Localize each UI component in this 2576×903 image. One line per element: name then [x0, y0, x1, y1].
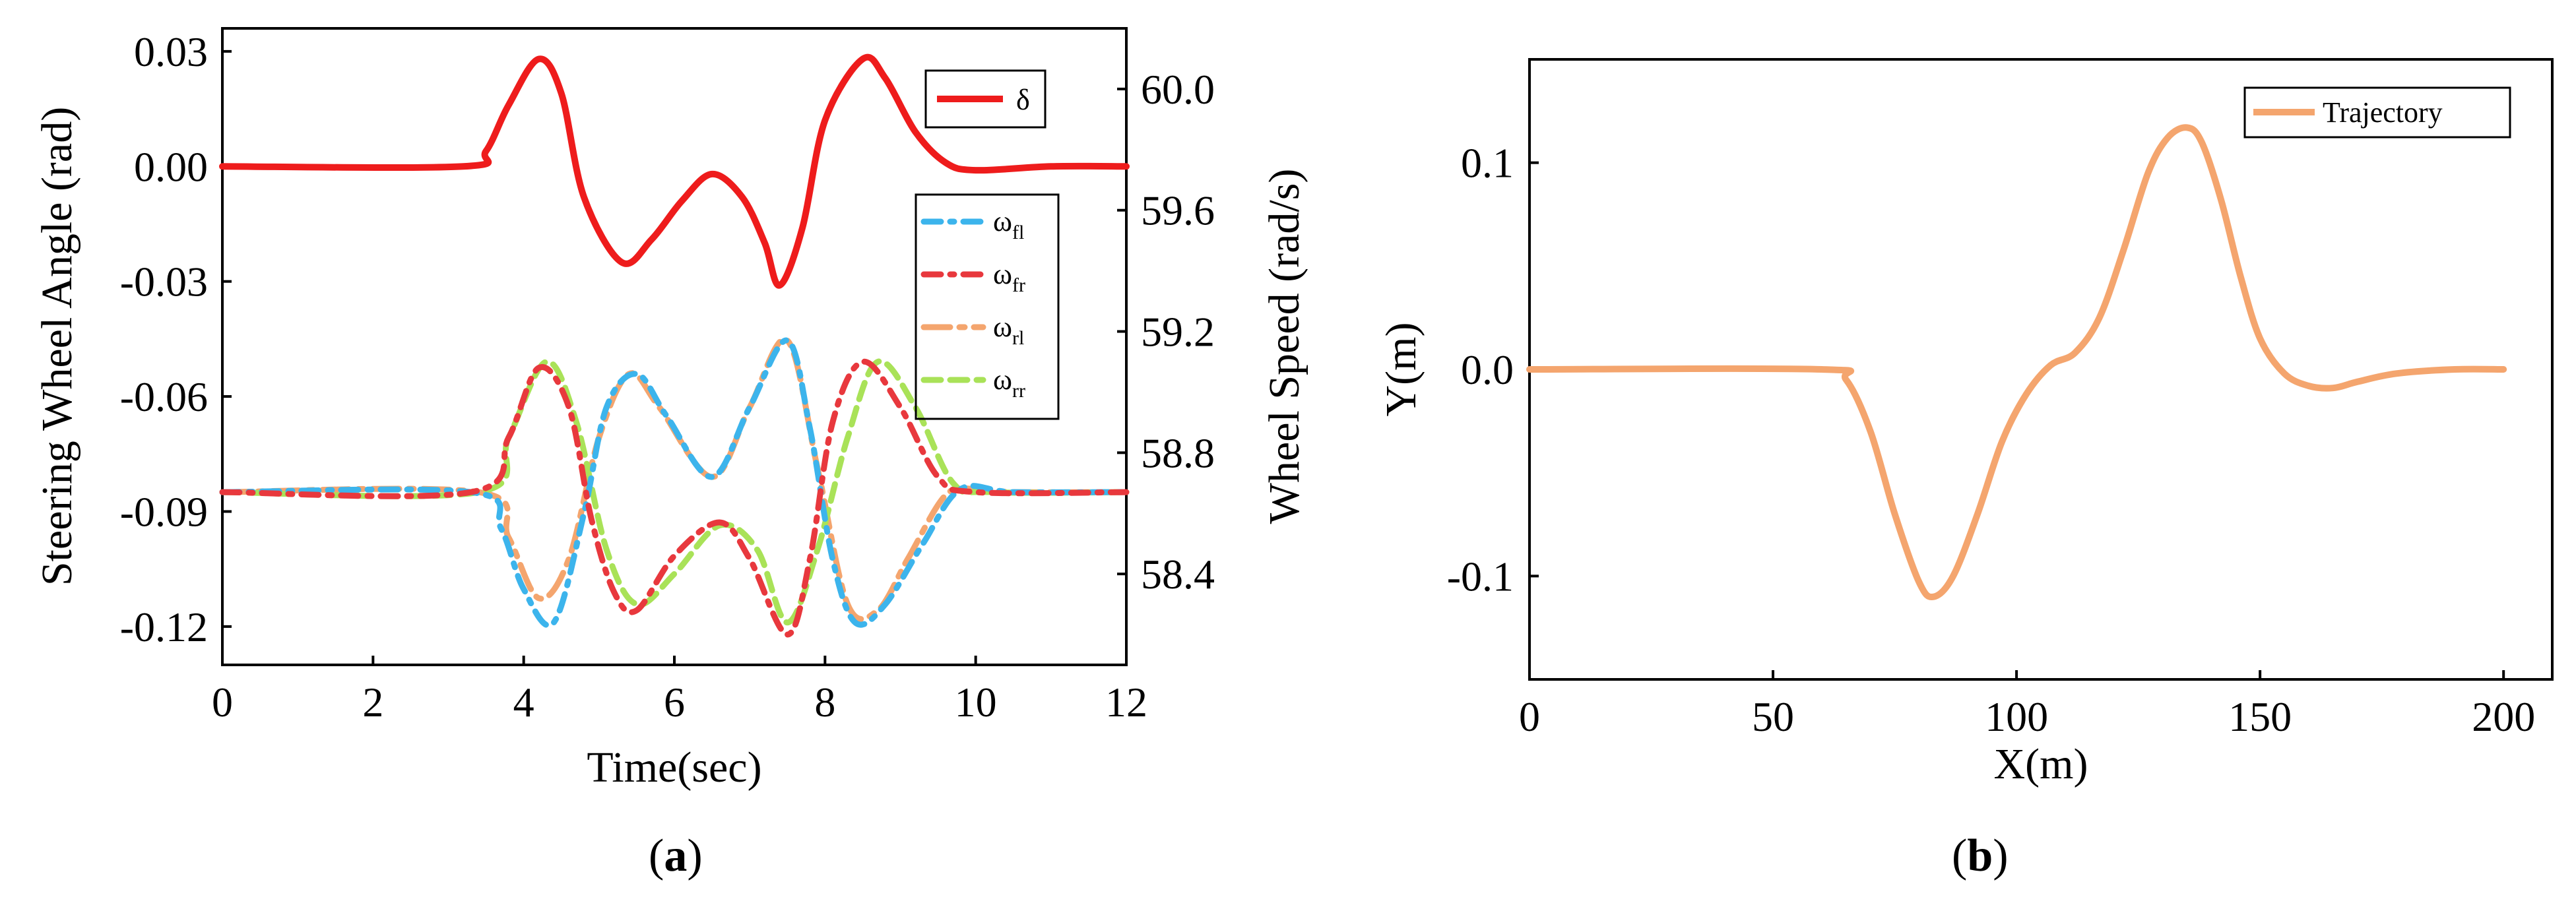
- chart-a-y2tick-label: 58.8: [1141, 429, 1215, 476]
- chart-a-legend-label: ωrr: [993, 363, 1025, 402]
- chart-a-xtick-label: 12: [1105, 679, 1147, 726]
- chart-b-legend-label-trajectory: Trajectory: [2323, 96, 2443, 129]
- chart-b-xtick-label: 100: [1985, 693, 2048, 740]
- chart-b-ticks: 0 50 100 150 200 0.1 0.0 -0.1: [1447, 140, 2536, 740]
- chart-a-legend-label: ωfr: [993, 258, 1025, 296]
- chart-a-y2tick-label: 60.0: [1141, 66, 1215, 113]
- chart-a-legend-wheels-box: [915, 193, 1060, 420]
- chart-a-xtick-label: 6: [664, 679, 685, 726]
- chart-b-xtick-label: 0: [1519, 693, 1540, 740]
- chart-a-ytick-label: -0.03: [120, 259, 208, 305]
- panel-label-a: (a): [649, 830, 703, 881]
- chart-a-ytick-label: -0.12: [120, 604, 208, 650]
- chart-a-legend-top-box: [924, 69, 1046, 129]
- chart-b-ytick-label: 0.1: [1461, 140, 1514, 187]
- chart-b-xtick-label: 50: [1752, 693, 1794, 740]
- chart-a-xtick-label: 2: [362, 679, 383, 726]
- chart-b-ytick-label: 0.0: [1461, 346, 1514, 393]
- chart-a-frame: [221, 27, 1128, 666]
- chart-a-ytick-label: -0.09: [120, 488, 208, 535]
- chart-a-ytick-label: -0.06: [120, 373, 208, 420]
- chart-a-series-line: [219, 53, 1130, 289]
- chart-b-xlabel: X(m): [1994, 740, 2088, 788]
- chart-a-xlabel: Time(sec): [587, 743, 761, 792]
- chart-b-xtick-label: 200: [2472, 693, 2535, 740]
- chart-a-ticks: 0 2 4 6 8 10 12 0.03 0.00 -0.03 -0.06 -0.09 -0.12 60.…: [120, 28, 1215, 726]
- chart-b-legend: Trajectory: [2243, 86, 2511, 139]
- chart-a-xtick-label: 10: [955, 679, 997, 726]
- panel-label-a-letter: a: [664, 830, 687, 881]
- chart-a-legend-label: ωfl: [993, 205, 1024, 243]
- chart-a-xtick-label: 4: [513, 679, 534, 726]
- chart-a-legend-label-delta: δ: [1016, 84, 1030, 116]
- chart-b-ylabel: Y(m): [1377, 323, 1425, 417]
- chart-b-series-line: [1526, 124, 2507, 601]
- chart-a-y2tick-label: 59.2: [1141, 309, 1215, 356]
- chart-a-xtick-label: 0: [212, 679, 233, 726]
- chart-a-y2tick-label: 58.4: [1141, 551, 1215, 598]
- chart-a-legend-top: δ: [924, 69, 1046, 129]
- chart-a-xtick-label: 8: [814, 679, 835, 726]
- chart-b-xtick-label: 150: [2228, 693, 2292, 740]
- chart-a-ytick-label: 0.00: [134, 143, 208, 190]
- panel-label-b-letter: b: [1967, 830, 1993, 881]
- chart-a-ytick-label: 0.03: [134, 28, 208, 75]
- chart-a: 0 2 4 6 8 10 12 0.03 0.00 -0.03 -0.06 -0.09 -0.12 60.…: [33, 27, 1308, 881]
- chart-b-series: [1526, 124, 2507, 601]
- chart-b: 0 50 100 150 200 0.1 0.0 -0.1 Trajectory X(m) Y…: [1377, 58, 2554, 881]
- chart-a-y2label: Wheel Speed (rad/s): [1260, 169, 1308, 524]
- panel-label-b: (b): [1952, 830, 2009, 881]
- chart-a-series: [219, 53, 1130, 638]
- chart-a-legend-label: ωrl: [993, 311, 1024, 349]
- chart-a-series-line: [219, 337, 1130, 629]
- chart-b-legend-box: [2243, 86, 2511, 139]
- chart-a-ylabel: Steering Wheel Angle (rad): [33, 107, 81, 586]
- chart-a-legend-wheels: ωfl ωfr ωrl ωrr: [915, 193, 1060, 420]
- chart-a-series-line: [219, 358, 1130, 638]
- chart-a-y2tick-label: 59.6: [1141, 187, 1215, 234]
- chart-b-ytick-label: -0.1: [1447, 553, 1514, 600]
